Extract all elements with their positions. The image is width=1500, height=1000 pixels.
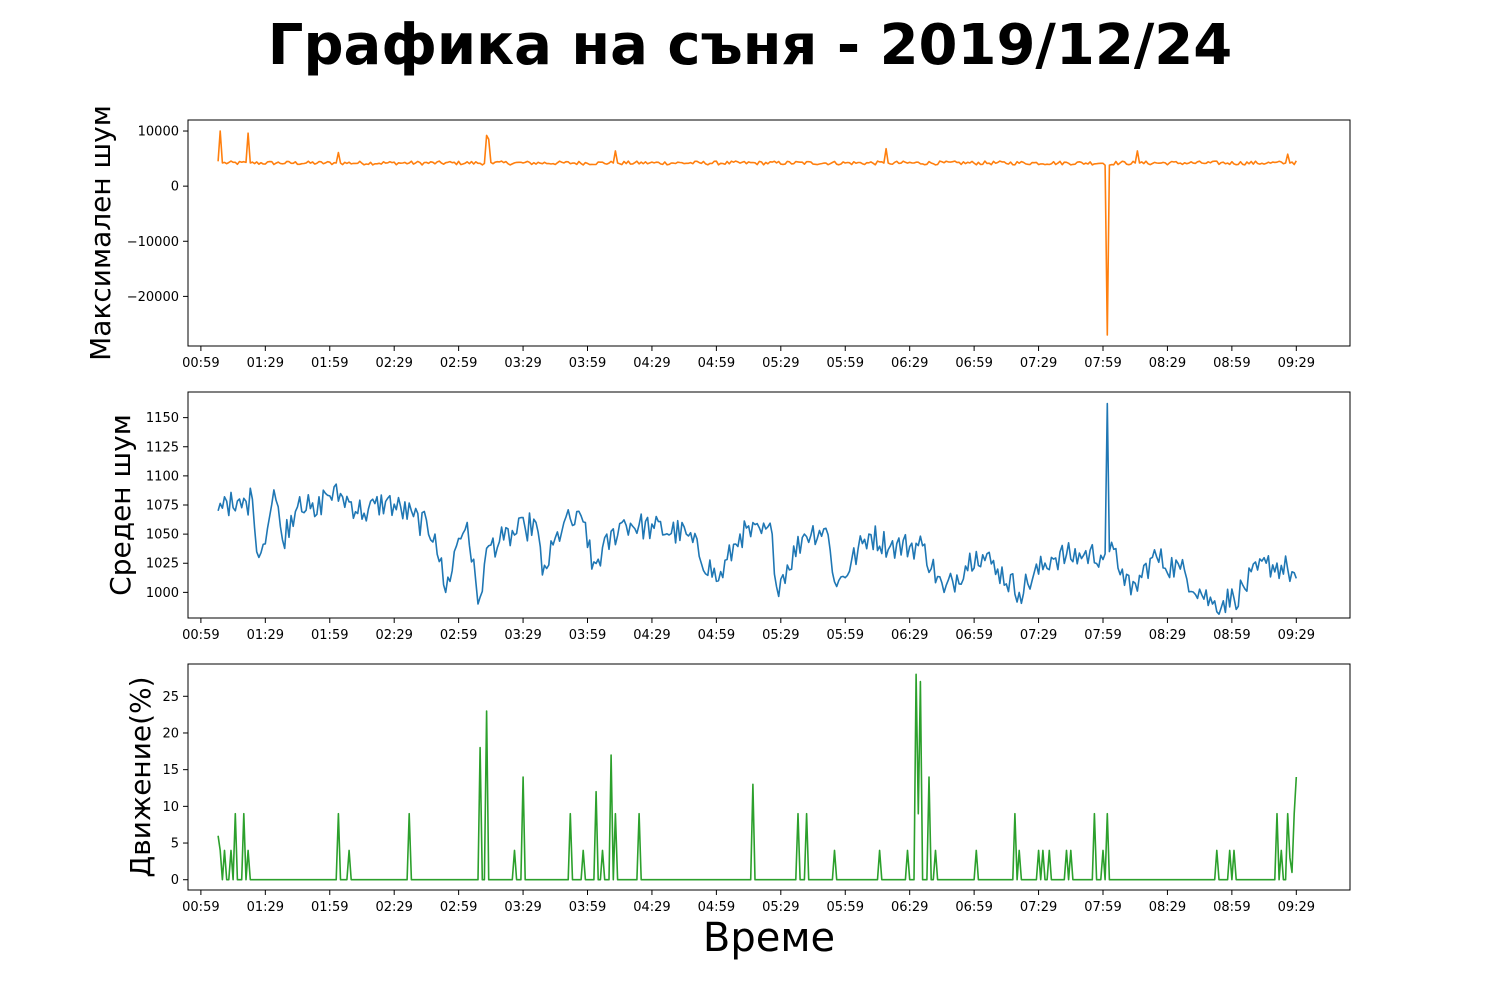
y-tick-label: 20 (162, 726, 179, 741)
x-tick-label: 00:59 (182, 356, 219, 371)
x-tick-label: 01:29 (247, 900, 284, 915)
y-axis-label: Среден шум (104, 414, 137, 596)
x-tick-label: 01:59 (311, 628, 348, 643)
y-tick-label: 1050 (146, 528, 179, 543)
y-tick-label: −10000 (127, 235, 179, 250)
y-tick-label: 25 (162, 690, 179, 705)
y-tick-label: 1025 (146, 557, 179, 572)
x-tick-label: 07:59 (1084, 356, 1121, 371)
y-tick-label: 10 (162, 800, 179, 815)
x-tick-label: 04:59 (698, 900, 735, 915)
x-tick-label: 04:29 (633, 628, 670, 643)
x-tick-label: 00:59 (182, 628, 219, 643)
x-tick-label: 06:29 (891, 628, 928, 643)
x-tick-label: 08:29 (1149, 356, 1186, 371)
y-tick-label: 0 (171, 180, 179, 195)
x-tick-label: 06:59 (955, 900, 992, 915)
x-tick-label: 01:59 (311, 356, 348, 371)
y-tick-label: 1100 (146, 469, 179, 484)
x-tick-label: 05:29 (762, 628, 799, 643)
x-tick-label: 07:29 (1020, 628, 1057, 643)
x-tick-label: 08:59 (1213, 628, 1250, 643)
x-tick-label: 01:29 (247, 628, 284, 643)
x-tick-label: 06:29 (891, 356, 928, 371)
y-tick-label: −20000 (127, 290, 179, 305)
x-tick-label: 09:29 (1278, 628, 1315, 643)
x-tick-label: 02:29 (375, 356, 412, 371)
x-tick-label: 05:29 (762, 900, 799, 915)
x-tick-label: 08:59 (1213, 356, 1250, 371)
y-axis-label: Движение(%) (124, 676, 157, 877)
y-tick-label: 1000 (146, 586, 179, 601)
x-tick-label: 04:59 (698, 356, 735, 371)
x-tick-label: 05:29 (762, 356, 799, 371)
x-axis-label: Време (703, 915, 835, 961)
x-tick-label: 03:59 (569, 900, 606, 915)
x-tick-label: 04:59 (698, 628, 735, 643)
plot-frame (187, 663, 1351, 891)
panel-3: Движение(%) 0 5 10 15 20 25 00:59 01:29 01:59 02:2… (124, 663, 1351, 915)
x-tick-label: 03:29 (504, 900, 541, 915)
x-tick-label: 03:59 (569, 356, 606, 371)
x-tick-label: 02:59 (440, 356, 477, 371)
x-tick-label: 08:29 (1149, 628, 1186, 643)
x-tick-label: 05:59 (827, 356, 864, 371)
panel-1: Максимален шум −20000 −10000 0 10000 00:59 01:… (84, 105, 1351, 371)
x-tick-label: 02:29 (375, 900, 412, 915)
x-tick-label: 03:59 (569, 628, 606, 643)
x-tick-label: 07:59 (1084, 628, 1121, 643)
x-tick-label: 01:29 (247, 356, 284, 371)
y-tick-label: 0 (171, 873, 179, 888)
x-tick-label: 01:59 (311, 900, 348, 915)
y-tick-label: 15 (162, 763, 179, 778)
x-tick-label: 08:29 (1149, 900, 1186, 915)
x-tick-label: 03:29 (504, 356, 541, 371)
x-tick-label: 06:29 (891, 900, 928, 915)
y-tick-label: 5 (171, 837, 179, 852)
x-tick-label: 07:29 (1020, 356, 1057, 371)
x-tick-label: 05:59 (827, 628, 864, 643)
panel-2: Среден шум 1000 1025 1050 1075 1100 1125 1150 00… (104, 391, 1351, 643)
x-tick-label: 02:59 (440, 900, 477, 915)
series-line (217, 402, 1298, 615)
y-tick-label: 1125 (146, 440, 179, 455)
y-axis-label: Максимален шум (84, 105, 117, 361)
x-tick-label: 04:29 (633, 356, 670, 371)
x-tick-label: 08:59 (1213, 900, 1250, 915)
y-tick-label: 10000 (138, 125, 179, 140)
x-tick-label: 05:59 (827, 900, 864, 915)
series-line (217, 673, 1298, 881)
series-line (217, 130, 1297, 336)
x-tick-label: 06:59 (955, 356, 992, 371)
plot-frame (187, 119, 1351, 347)
x-tick-label: 09:29 (1278, 356, 1315, 371)
x-tick-label: 02:29 (375, 628, 412, 643)
plot-frame (187, 391, 1351, 619)
chart-title: Графика на съня - 2019/12/24 (268, 13, 1232, 78)
x-tick-label: 06:59 (955, 628, 992, 643)
x-tick-label: 07:29 (1020, 900, 1057, 915)
y-tick-label: 1075 (146, 499, 179, 514)
x-tick-label: 00:59 (182, 900, 219, 915)
x-tick-label: 03:29 (504, 628, 541, 643)
x-tick-label: 09:29 (1278, 900, 1315, 915)
x-tick-label: 02:59 (440, 628, 477, 643)
x-tick-label: 04:29 (633, 900, 670, 915)
y-tick-label: 1150 (146, 411, 179, 426)
x-tick-label: 07:59 (1084, 900, 1121, 915)
